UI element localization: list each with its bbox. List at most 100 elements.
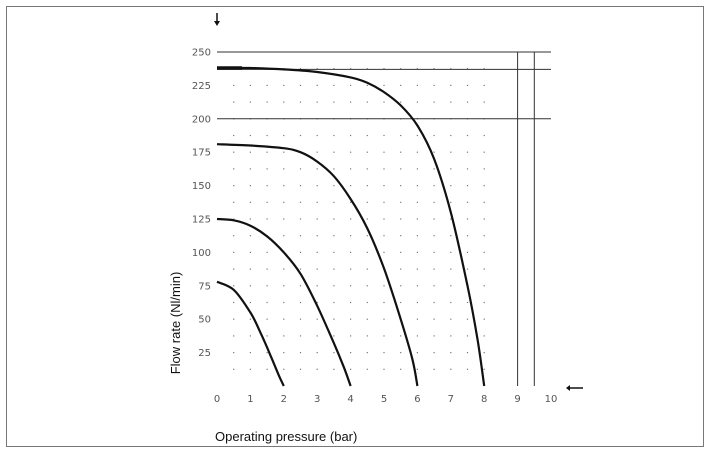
grid-dot [249, 151, 251, 153]
grid-dot [466, 352, 469, 354]
grid-dot [333, 335, 335, 337]
grid-dot [249, 134, 251, 137]
grid-dot [483, 251, 485, 253]
grid-dot [350, 335, 352, 337]
grid-dot [316, 134, 318, 137]
grid-dot [466, 368, 469, 370]
grid-dot [350, 268, 352, 270]
grid-dot [383, 251, 385, 253]
grid-dot [249, 101, 251, 103]
grid-dot [266, 301, 268, 304]
grid-dot [450, 335, 452, 337]
grid-dot [366, 84, 368, 86]
grid-dot [266, 285, 268, 287]
grid-dot [450, 352, 452, 354]
grid-dot [450, 318, 452, 320]
grid-dot [400, 251, 402, 253]
grid-dot [416, 301, 418, 304]
grid-dot [350, 168, 352, 170]
y-tick-label: 175 [192, 148, 211, 159]
grid-dot [233, 285, 235, 287]
grid-dot [416, 352, 418, 354]
grid-dot [283, 201, 285, 203]
grid-dot [433, 68, 435, 70]
grid-dot [466, 168, 469, 170]
y-tick-label: 125 [192, 215, 211, 226]
grid-dot [433, 168, 435, 170]
grid-dot [416, 68, 418, 70]
grid-dot [333, 218, 335, 220]
grid-dot [450, 301, 452, 304]
grid-dot [266, 151, 268, 153]
grid-dot [283, 235, 285, 237]
grid-dot [333, 251, 335, 253]
grid-dot [333, 168, 335, 170]
grid-dot [283, 151, 285, 153]
grid-dot [366, 352, 368, 354]
grid-dot [400, 335, 402, 337]
grid-dot [233, 201, 235, 203]
grid-dot [249, 84, 251, 86]
grid-dot [283, 218, 285, 220]
grid-dot [383, 101, 385, 103]
grid-dot [299, 268, 302, 270]
grid-dot [400, 101, 402, 103]
grid-dot [450, 134, 452, 137]
grid-dot [450, 168, 452, 170]
grid-dot [316, 168, 318, 170]
grid-dot [383, 301, 385, 304]
grid-dot [416, 168, 418, 170]
grid-dot [483, 285, 485, 287]
grid-dot [400, 201, 402, 203]
grid-dot [316, 318, 318, 320]
grid-dot [366, 235, 368, 237]
grid-dot [233, 84, 235, 86]
grid-dot [416, 218, 418, 220]
grid-dot [333, 68, 335, 70]
grid-dot [483, 168, 485, 170]
grid-dot [383, 318, 385, 320]
grid-dot [400, 352, 402, 354]
grid-dot [266, 168, 268, 170]
grid-dot [283, 301, 285, 304]
grid-dot [450, 218, 452, 220]
grid-dot [233, 185, 235, 187]
grid-dot [416, 201, 418, 203]
grid-dot [433, 134, 435, 137]
grid-dot [266, 101, 268, 103]
grid-dot [466, 151, 469, 153]
grid-dot [283, 268, 285, 270]
grid-dot [433, 185, 435, 187]
grid-dot [299, 335, 302, 337]
grid-dot [400, 218, 402, 220]
grid-dot [316, 68, 318, 70]
grid-dot [266, 268, 268, 270]
grid-dot [466, 134, 469, 137]
tick-labels: 0 1 2 3 4 5 6 7 8 9 10 25 50 75 100 125 150 175 200 225 250 [192, 48, 557, 406]
grid-dot [249, 301, 251, 304]
grid-dot [483, 101, 485, 103]
grid-dot [433, 151, 435, 153]
grid-dot [233, 368, 235, 370]
grid-dot [433, 335, 435, 337]
grid-dot [466, 185, 469, 187]
grid-dot [433, 285, 435, 287]
grid-dot [316, 218, 318, 220]
grid-dot [299, 185, 302, 187]
grid-dot [249, 168, 251, 170]
grid-dot [299, 134, 302, 137]
grid-dot [249, 201, 251, 203]
grid-dot [400, 168, 402, 170]
grid-dot [333, 352, 335, 354]
grid-dot [266, 201, 268, 203]
grid-dot [400, 185, 402, 187]
grid-dot [483, 218, 485, 220]
grid-dot [416, 185, 418, 187]
grid-dot [316, 268, 318, 270]
grid-dot [400, 84, 402, 86]
grid-dot [466, 251, 469, 253]
grid-dot [316, 151, 318, 153]
grid-dot [400, 285, 402, 287]
grid-dot [316, 235, 318, 237]
